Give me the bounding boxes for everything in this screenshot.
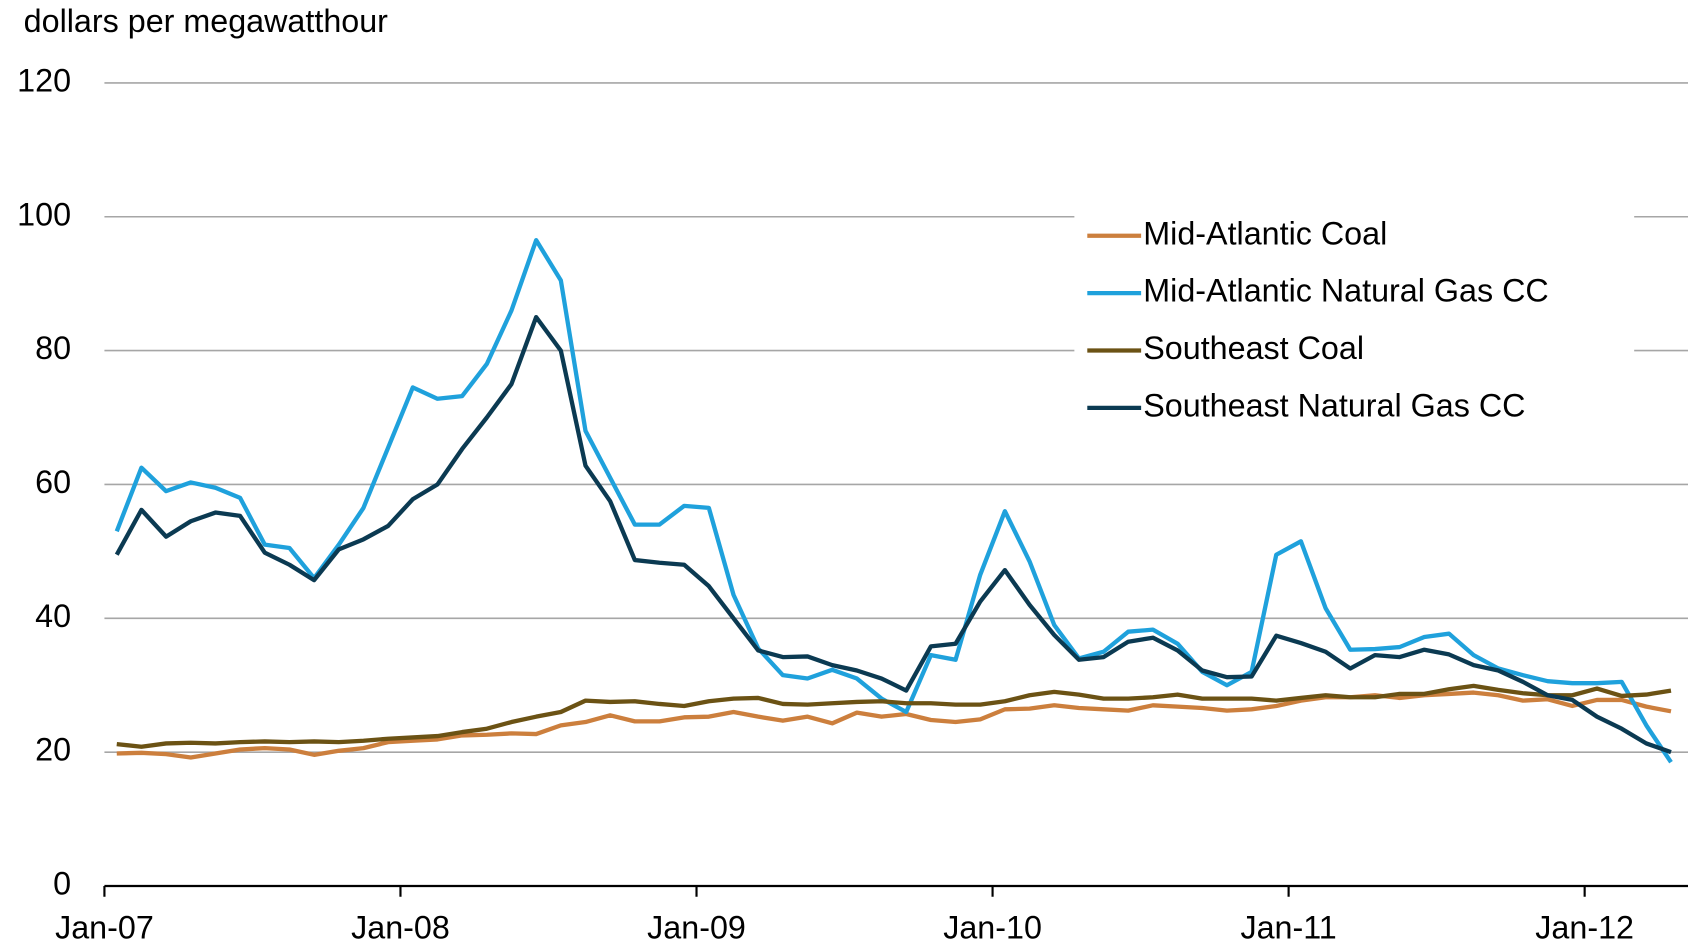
y-tick-label: 20: [35, 732, 71, 768]
y-tick-label: 120: [17, 62, 71, 98]
y-tick-label: 0: [53, 866, 71, 902]
line-series: [114, 238, 1673, 764]
line-series: [114, 314, 1672, 755]
legend-label: Southeast Coal: [1143, 330, 1364, 366]
x-tick-label: Jan-07: [55, 910, 154, 946]
y-tick-label: 80: [35, 330, 71, 366]
line-series: [116, 683, 1672, 749]
y-axis-label: dollars per megawatthour: [24, 3, 389, 39]
y-tick-label: 60: [35, 464, 71, 500]
legend-label: Mid-Atlantic Coal: [1143, 215, 1387, 251]
x-tick-label: Jan-08: [351, 910, 450, 946]
legend-label: Southeast Natural Gas CC: [1143, 387, 1525, 423]
legend-box: [1074, 204, 1635, 436]
legend-label: Mid-Atlantic Natural Gas CC: [1143, 273, 1548, 309]
line-series: [116, 690, 1672, 760]
x-tick-label: Jan-10: [943, 910, 1042, 946]
y-tick-label: 40: [35, 598, 71, 634]
x-tick-label: Jan-09: [647, 910, 746, 946]
x-tick-label: Jan-11: [1240, 910, 1336, 946]
y-tick-label: 100: [17, 196, 71, 232]
x-tick-label: Jan-12: [1535, 910, 1634, 946]
